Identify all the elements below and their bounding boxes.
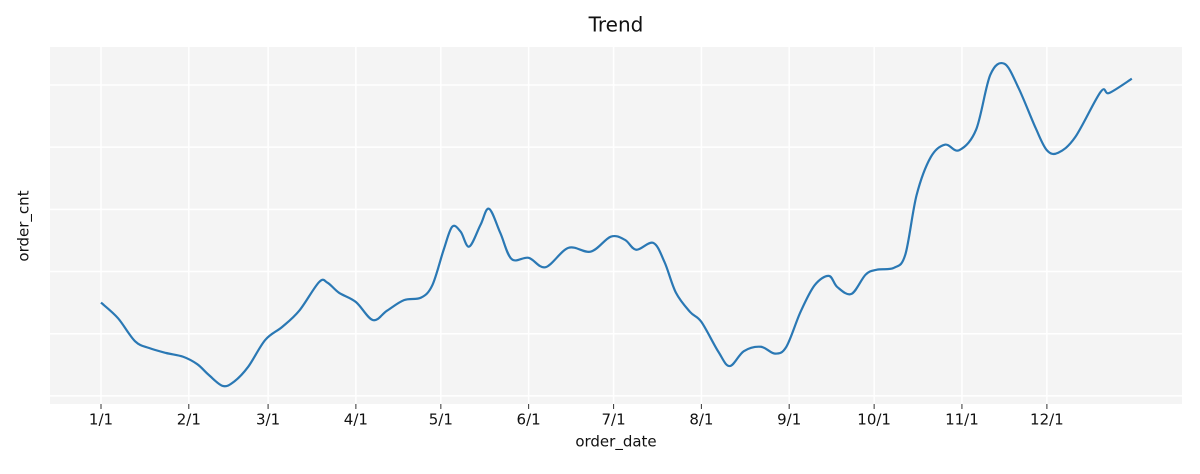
x-tick-label: 4/1 [344,411,368,429]
x-axis-label: order_date [575,433,656,452]
plot-area [50,47,1182,404]
x-tick-label: 9/1 [777,411,801,429]
x-tick-label: 1/1 [89,411,113,429]
x-tick-label: 8/1 [689,411,713,429]
x-tick-label: 7/1 [602,411,626,429]
line [100,61,1133,388]
y-axis-label: order_cnt [15,190,34,261]
x-tick-label: 6/1 [517,411,541,429]
x-tick-label: 3/1 [256,411,280,429]
x-tick-label: 5/1 [429,411,453,429]
x-tick-label: 12/1 [1030,411,1064,429]
x-tick-label: 10/1 [857,411,891,429]
x-tick-label: 2/1 [177,411,201,429]
chart-title: Trend [588,13,644,37]
x-tick-label: 11/1 [945,411,979,429]
